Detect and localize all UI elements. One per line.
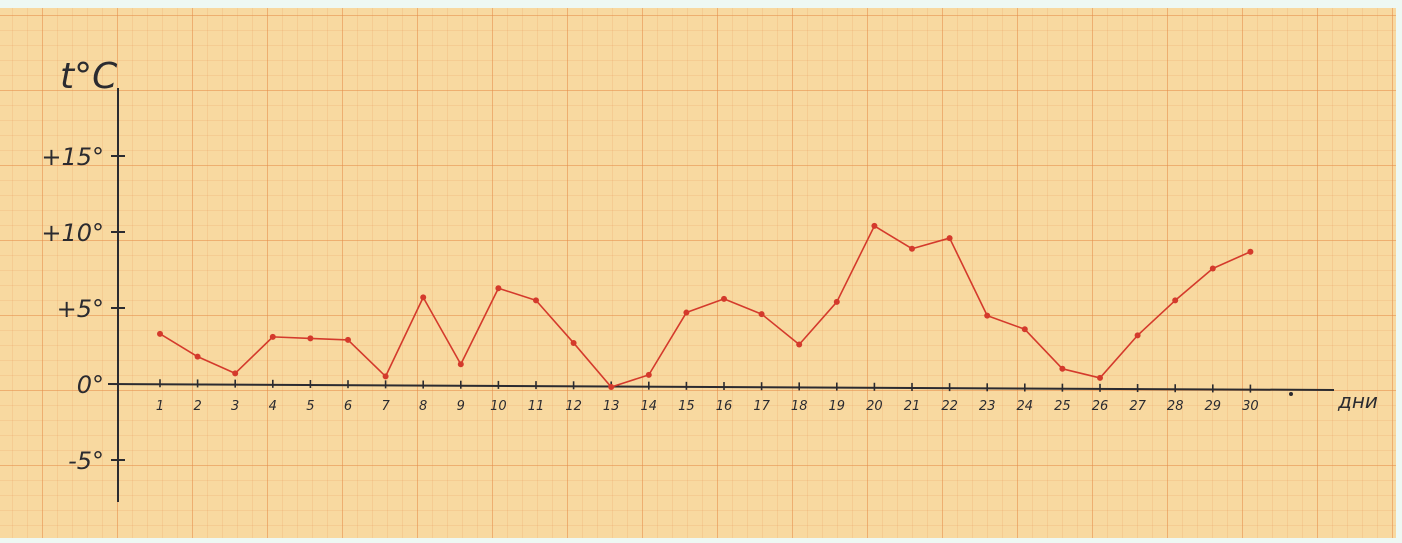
x-tick-label: 21 (904, 399, 921, 414)
data-point (984, 312, 991, 319)
y-ticks: +15° +10° +5° 0° -5° (41, 143, 125, 475)
data-point (1097, 374, 1103, 381)
x-tick-label: 5 (306, 399, 314, 414)
data-point (269, 333, 276, 340)
x-tick-label: 13 (603, 399, 620, 414)
data-point (721, 295, 727, 302)
data-point (1209, 265, 1216, 272)
x-tick-label: 16 (716, 399, 733, 414)
x-tick-label: 14 (641, 399, 658, 414)
data-point (1021, 326, 1028, 333)
x-tick-label: 26 (1092, 399, 1109, 414)
data-point (495, 285, 502, 292)
data-point (345, 336, 351, 343)
data-point (683, 309, 690, 316)
data-point (457, 361, 464, 368)
x-tick-label: 6 (344, 399, 352, 414)
x-tick-label: 7 (381, 399, 390, 414)
data-point (871, 222, 878, 229)
y-axis-label: t°C (60, 56, 118, 97)
data-point (232, 370, 239, 377)
data-point (909, 245, 915, 252)
data-point (758, 311, 765, 318)
x-tick-label: 11 (528, 399, 545, 414)
x-tick-label: 18 (791, 399, 808, 414)
series-points (157, 222, 1254, 391)
data-point (608, 384, 615, 391)
data-point (1247, 248, 1254, 255)
x-tick-label: 15 (678, 399, 695, 414)
x-tick-label: 23 (979, 399, 996, 414)
x-tick-label: 10 (490, 399, 507, 414)
data-point (570, 339, 577, 346)
x-tick-label: 20 (866, 399, 883, 414)
x-tick-label: 28 (1167, 399, 1184, 414)
data-point (1172, 297, 1179, 304)
x-axis-dot (1289, 392, 1293, 396)
data-point (194, 353, 201, 360)
y-tick-label: -5° (68, 447, 104, 475)
y-tick-label: 0° (77, 371, 104, 399)
x-tick-label: 8 (419, 399, 427, 414)
x-tick-label: 27 (1129, 399, 1146, 414)
x-tick-label: 2 (193, 399, 201, 414)
x-tick-label: 19 (829, 399, 846, 414)
y-tick-label: +5° (57, 295, 104, 323)
x-ticks: 1 2 3 4 5 6 7 8 9 10 11 12 13 14 15 16 17 18 19 20 21 22 23 24 2… (156, 379, 1259, 414)
x-tick-label: 3 (231, 399, 239, 414)
data-point (645, 371, 652, 378)
x-tick-label: 12 (565, 399, 582, 414)
data-point (420, 294, 427, 301)
x-tick-label: 30 (1242, 399, 1259, 414)
x-tick-label: 9 (457, 399, 465, 414)
data-point (796, 341, 803, 348)
data-point (1134, 332, 1141, 339)
x-tick-label: 25 (1054, 399, 1071, 414)
graph-paper (0, 8, 1396, 538)
y-tick-label: +10° (41, 219, 104, 247)
data-point (307, 335, 314, 342)
series-line (159, 225, 1251, 388)
x-tick-label: 29 (1205, 399, 1222, 414)
chart-axes (107, 88, 1335, 502)
x-axis (107, 383, 1335, 391)
x-tick-label: 4 (269, 399, 277, 414)
y-tick-label: +15° (41, 143, 104, 171)
data-point (157, 330, 163, 337)
x-axis-label: дни (1337, 389, 1378, 413)
data-point (833, 298, 840, 305)
data-point (533, 297, 539, 304)
x-tick-label: 17 (753, 399, 770, 414)
data-point (382, 373, 389, 380)
data-point (946, 235, 953, 242)
x-tick-label: 1 (156, 399, 164, 414)
x-tick-label: 22 (941, 399, 958, 414)
data-point (1059, 365, 1066, 372)
x-tick-label: 24 (1017, 399, 1034, 414)
